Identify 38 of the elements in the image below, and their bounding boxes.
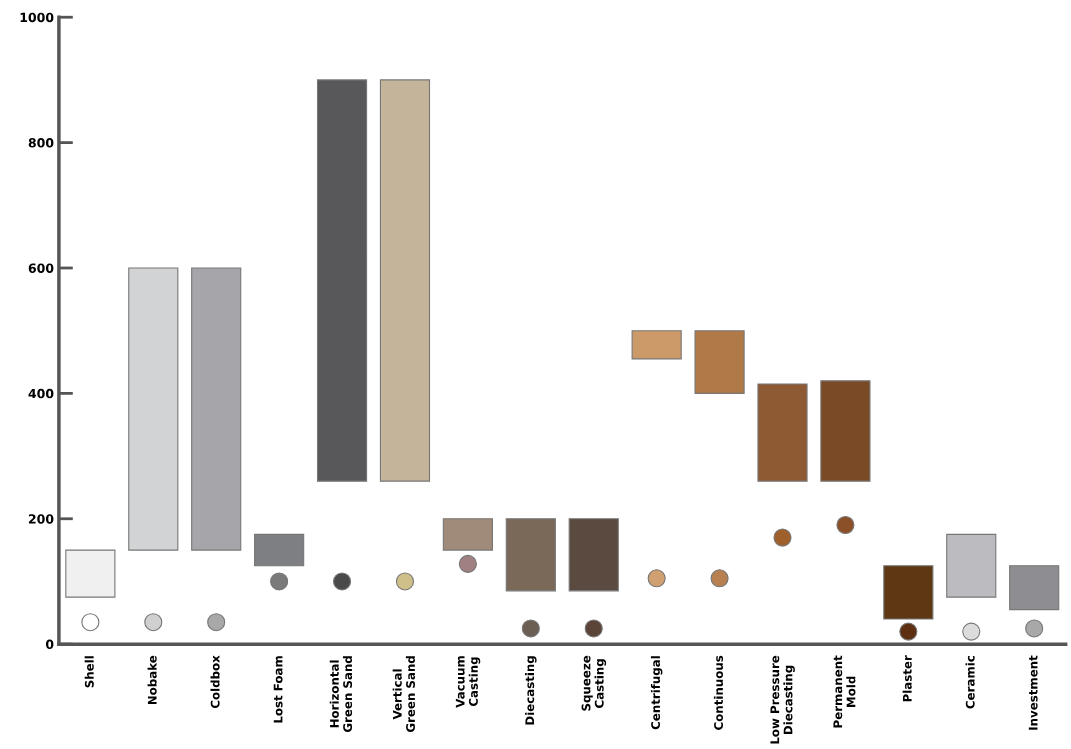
bar (254, 533, 305, 567)
bar (316, 79, 368, 482)
x-tick-label: Low Pressure Diecasting (770, 655, 795, 744)
bar (379, 79, 431, 482)
x-tick-label: Horizontal Green Sand (329, 656, 353, 733)
x-tick-label: Continuous (713, 655, 723, 730)
x-tick-label: Diecasting (525, 656, 537, 725)
bar (568, 518, 619, 592)
bar (820, 380, 871, 482)
x-tick-label: Centrifugal (650, 656, 663, 730)
x-tick-label: Lost Foam (273, 656, 283, 723)
y-tick-label: 600 (28, 263, 54, 273)
x-tick-label: Plaster (902, 655, 912, 702)
x-tick-label: Investment (1028, 655, 1038, 730)
bar (1009, 565, 1060, 611)
x-tick-label: Ceramic (965, 656, 975, 709)
y-tick-label: 1000 (20, 12, 54, 23)
y-tick-label: 800 (28, 138, 54, 148)
bar (694, 330, 745, 394)
y-tick-label: 0 (45, 639, 54, 650)
bar (505, 518, 556, 592)
x-tick-label: Squeeze Casting (581, 655, 607, 711)
y-tick-label: 400 (28, 388, 54, 399)
bar (442, 518, 493, 551)
bar (631, 330, 682, 360)
bar (757, 383, 808, 482)
x-tick-label: Coldbox (210, 655, 220, 709)
x-tick-label: Permanent Mold (833, 655, 856, 728)
bar (128, 267, 179, 551)
x-tick-label: Shell (84, 656, 94, 688)
x-tick-label: Vertical Green Sand (392, 656, 416, 733)
bar (946, 533, 997, 598)
x-tick-label: Vacuum Casting (455, 656, 481, 708)
bar (883, 565, 934, 620)
bar (191, 267, 242, 551)
y-tick-label: 200 (28, 514, 54, 524)
bar (65, 549, 116, 598)
x-tick-label: Nobake (147, 655, 157, 705)
